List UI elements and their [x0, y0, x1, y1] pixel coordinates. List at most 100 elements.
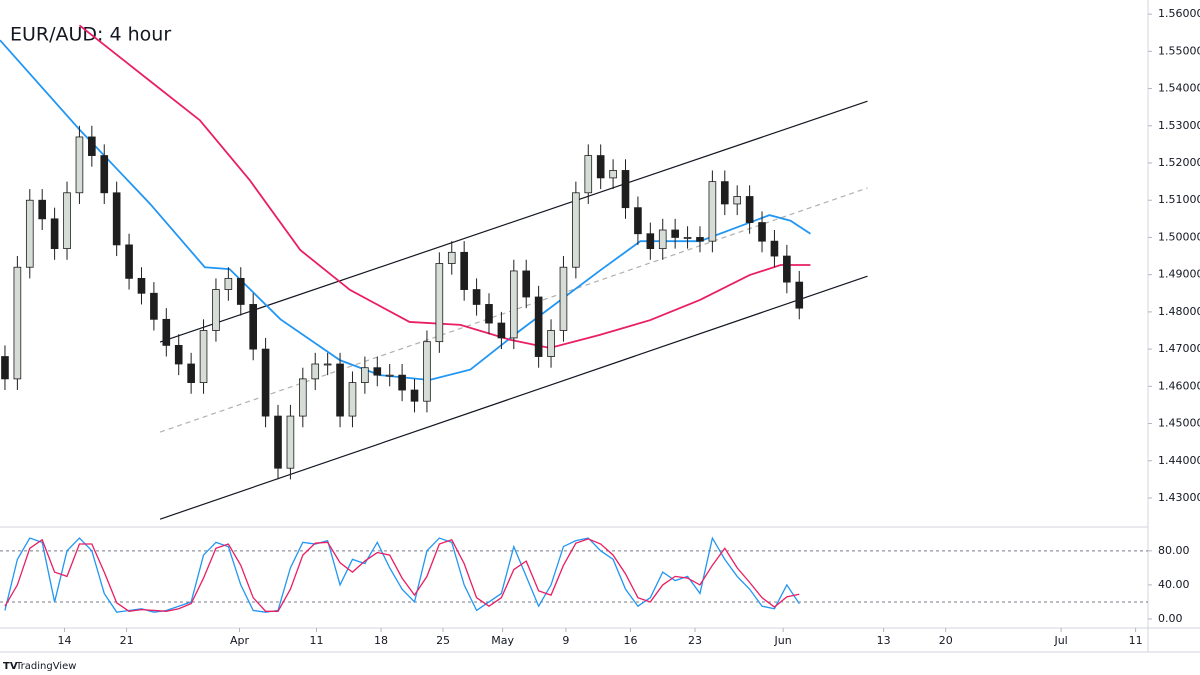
candle-body [509, 270, 518, 339]
candle-body [423, 341, 431, 402]
x-tick-label: 11 [309, 634, 323, 647]
x-tick-label: 21 [120, 634, 134, 647]
candle-body [795, 281, 804, 309]
x-tick-label: 14 [58, 634, 72, 647]
y-tick-label: 1.54000 [1158, 82, 1200, 95]
candle-body [658, 229, 667, 250]
candle-body [646, 233, 655, 250]
candle-body [336, 363, 344, 417]
candle-body [174, 344, 183, 365]
x-tick-label: Jul [1053, 634, 1067, 647]
candle-body [534, 296, 543, 357]
x-tick-label: 16 [623, 634, 637, 647]
x-tick-label: 23 [688, 634, 702, 647]
y-tick-label: 1.46000 [1158, 379, 1200, 392]
candle-body [100, 155, 109, 194]
candle-body [75, 136, 84, 194]
stochastic-line [4, 538, 800, 612]
candle-body [162, 318, 171, 346]
y-tick-label: 1.56000 [1158, 7, 1200, 20]
candle-body [783, 255, 791, 283]
candle-body [299, 378, 307, 417]
x-tick-label: 13 [877, 634, 891, 647]
candle-body [596, 155, 605, 179]
x-tick-label: 25 [436, 634, 450, 647]
candle-body [410, 389, 419, 402]
candle-body [696, 237, 704, 242]
stochastic-line [4, 536, 800, 613]
candle-body [460, 251, 468, 290]
candle-body [50, 218, 59, 250]
y-tick-label: 1.44000 [1158, 454, 1200, 467]
candle-body [348, 382, 357, 417]
candle-body [236, 277, 245, 305]
x-tick-label: May [491, 634, 514, 647]
candle-body [274, 415, 282, 469]
x-tick-label: 9 [562, 634, 569, 647]
y-tick-label: 0.00 [1158, 612, 1183, 625]
candle-body [683, 237, 692, 239]
candle-body [323, 363, 332, 366]
candle-body [522, 270, 531, 298]
y-tick-label: 80.00 [1158, 544, 1190, 557]
candle-body [547, 330, 555, 357]
candle-body [13, 266, 22, 380]
y-tick-label: 1.43000 [1158, 491, 1200, 504]
candle-body [224, 277, 233, 290]
candle-body [125, 244, 133, 279]
candle-body [572, 192, 580, 268]
candle-body [497, 322, 506, 339]
logo: TV [3, 661, 18, 672]
source-label: TradingView [15, 661, 76, 672]
y-tick-label: 1.48000 [1158, 305, 1200, 318]
candle-body [708, 181, 717, 242]
moving-average [0, 39, 811, 381]
candle-body [609, 170, 617, 179]
candle-body [286, 415, 295, 469]
y-tick-label: 1.50000 [1158, 230, 1200, 243]
y-tick-label: 1.45000 [1158, 417, 1200, 430]
candle-body [112, 192, 121, 246]
candle-body [373, 367, 382, 376]
candle-body [63, 192, 71, 250]
candle-body [447, 251, 456, 264]
x-tick-label: 18 [374, 634, 388, 647]
candle-body [733, 196, 742, 205]
candle-body [261, 348, 270, 417]
candle-body [745, 196, 754, 223]
x-tick-label: 11 [1129, 634, 1143, 647]
candle-body [634, 207, 642, 235]
candle-body [137, 277, 146, 294]
candle-body [385, 374, 394, 377]
candle-body [1, 356, 9, 380]
candle-body [485, 304, 493, 324]
candle-body [25, 199, 34, 268]
x-tick-label: Jun [774, 634, 792, 647]
trendline [159, 100, 868, 343]
candle-body [249, 304, 257, 350]
y-tick-label: 1.47000 [1158, 342, 1200, 355]
candle-body [720, 181, 729, 205]
candle-body [584, 155, 593, 194]
candle-body [311, 363, 320, 380]
candle-body [398, 374, 406, 391]
candle-body [671, 229, 679, 238]
y-tick-label: 1.55000 [1158, 44, 1200, 57]
candle-body [150, 292, 158, 320]
x-tick-label: 20 [939, 634, 953, 647]
candle-body [770, 240, 779, 257]
y-tick-label: 1.52000 [1158, 156, 1200, 169]
candle-body [199, 330, 208, 383]
candle-body [38, 199, 47, 220]
candle-body [361, 367, 369, 383]
candle-body [88, 136, 96, 156]
candle-body [187, 363, 195, 383]
moving-average [78, 24, 811, 349]
y-tick-label: 1.51000 [1158, 193, 1200, 206]
candle-body [559, 266, 568, 331]
candle-body [621, 170, 630, 209]
candle-body [212, 289, 220, 331]
y-tick-label: 40.00 [1158, 578, 1190, 591]
